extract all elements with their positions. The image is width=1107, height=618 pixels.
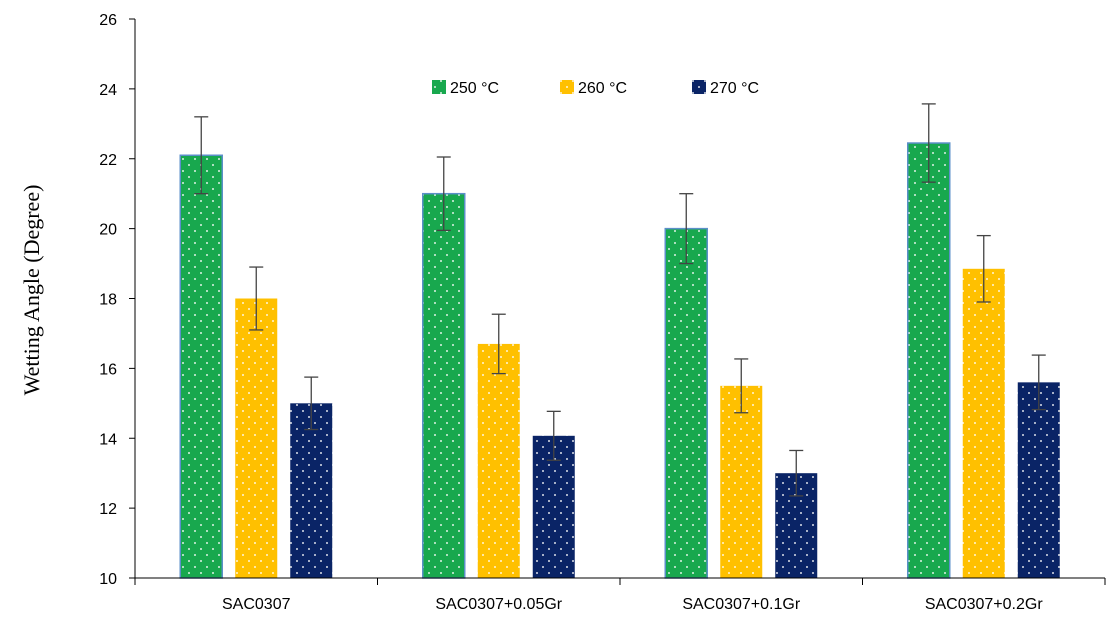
legend-label: 250 °C (450, 80, 499, 97)
legend: 250 °C 260 °C 270 °C (432, 80, 759, 97)
y-tick-label: 12 (99, 501, 117, 518)
y-axis-ticks: 10 12 14 16 18 20 22 24 26 (99, 12, 135, 588)
error-bar-1-2 (734, 358, 749, 414)
bar-0-2 (664, 227, 708, 579)
bars-layer (179, 142, 1060, 579)
bar-1-2 (720, 385, 763, 578)
x-category-label: SAC0307 (222, 596, 291, 613)
legend-swatch (560, 80, 574, 94)
y-tick-label: 16 (99, 361, 117, 378)
legend-item-2: 270 °C (692, 80, 759, 97)
y-tick-label: 26 (99, 12, 117, 29)
bar-1-1 (477, 343, 520, 578)
error-bar-2-0 (304, 376, 319, 431)
legend-item-0: 250 °C (432, 80, 499, 97)
error-bar-1-1 (491, 313, 506, 375)
error-bar-0-3 (921, 103, 936, 183)
y-tick-label: 18 (99, 292, 117, 309)
bar-1-0 (235, 298, 278, 578)
y-tick-label: 14 (99, 431, 117, 448)
error-bar-2-1 (546, 410, 561, 461)
error-bar-2-3 (1031, 354, 1046, 411)
error-bar-0-0 (194, 116, 209, 195)
error-bars-layer (194, 103, 1046, 497)
legend-item-1: 260 °C (560, 80, 627, 97)
y-tick-label: 20 (99, 222, 117, 239)
bar-2-3 (1017, 382, 1060, 578)
bar-0-3 (907, 142, 951, 579)
bar-0-0 (179, 154, 223, 579)
error-bar-0-1 (436, 156, 451, 232)
y-tick-label: 22 (99, 152, 117, 169)
error-bar-1-3 (976, 234, 991, 303)
legend-swatch (432, 80, 446, 94)
x-category-label: SAC0307+0.1Gr (682, 596, 801, 613)
bar-2-0 (290, 403, 333, 578)
legend-swatch (692, 80, 706, 94)
bar-1-3 (962, 268, 1005, 578)
error-bar-1-0 (249, 266, 264, 331)
x-category-label: SAC0307+0.2Gr (925, 596, 1044, 613)
x-axis-ticks: SAC0307 SAC0307+0.05Gr SAC0307+0.1Gr SAC030… (134, 578, 1106, 613)
bar-0-1 (422, 192, 466, 579)
y-axis-title: Wetting Angle (Degree) (19, 185, 44, 396)
y-tick-label: 24 (99, 82, 117, 99)
error-bar-2-2 (789, 449, 804, 497)
legend-label: 270 °C (710, 80, 759, 97)
y-tick-label: 10 (99, 571, 117, 588)
legend-label: 260 °C (578, 80, 627, 97)
error-bar-0-2 (679, 193, 694, 265)
x-category-label: SAC0307+0.05Gr (435, 596, 562, 613)
